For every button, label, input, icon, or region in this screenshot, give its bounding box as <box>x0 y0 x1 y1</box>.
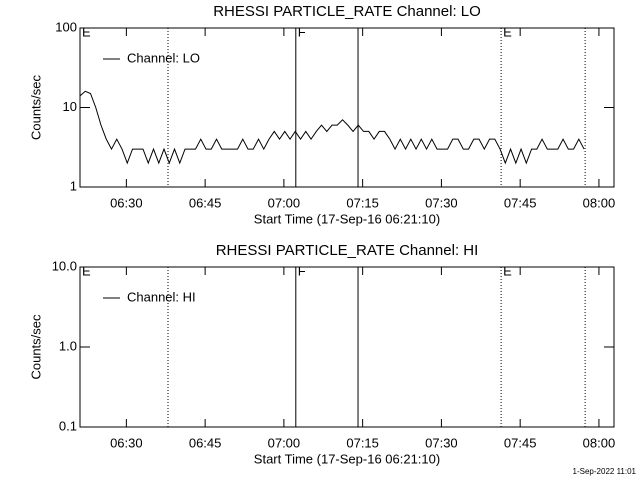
x-tick-label: 06:30 <box>110 195 143 210</box>
y-tick-label: 1.0 <box>59 338 77 353</box>
x-tick-label: 07:30 <box>425 435 458 450</box>
y-tick-label: 1 <box>70 178 77 193</box>
x-tick-label: 06:45 <box>189 195 222 210</box>
x-tick-label: 07:00 <box>268 195 301 210</box>
x-tick-label: 07:15 <box>346 195 379 210</box>
data-line <box>79 90 585 165</box>
legend-label: Channel: LO <box>127 50 200 65</box>
y-tick-label: 0.1 <box>59 418 77 433</box>
event-label: E <box>82 263 91 278</box>
legend-label: Channel: HI <box>127 289 196 304</box>
y-tick-label: 10 <box>63 99 77 114</box>
event-label: F <box>298 24 306 39</box>
x-tick-label: 07:45 <box>504 195 537 210</box>
x-tick-label: 07:45 <box>504 435 537 450</box>
x-tick-label: 07:15 <box>346 435 379 450</box>
x-tick-label: 06:30 <box>110 435 143 450</box>
chart-title: RHESSI PARTICLE_RATE Channel: LO <box>213 3 481 20</box>
x-axis-label: Start Time (17-Sep-16 06:21:10) <box>254 451 440 466</box>
y-tick-label: 100 <box>55 19 77 34</box>
x-tick-label: 08:00 <box>583 195 616 210</box>
y-tick-label: 10.0 <box>52 258 77 273</box>
x-tick-label: 06:45 <box>189 435 222 450</box>
timestamp: 1-Sep-2022 11:01 <box>573 467 637 476</box>
event-label: F <box>298 263 306 278</box>
x-tick-label: 07:00 <box>268 435 301 450</box>
event-label: E <box>503 263 512 278</box>
x-axis-label: Start Time (17-Sep-16 06:21:10) <box>254 211 440 226</box>
chart-title: RHESSI PARTICLE_RATE Channel: HI <box>216 242 479 259</box>
y-axis-label: Counts/sec <box>28 314 43 380</box>
y-axis-label: Counts/sec <box>28 74 43 140</box>
x-tick-label: 08:00 <box>583 435 616 450</box>
event-label: E <box>82 24 91 39</box>
event-label: E <box>503 24 512 39</box>
x-tick-label: 07:30 <box>425 195 458 210</box>
